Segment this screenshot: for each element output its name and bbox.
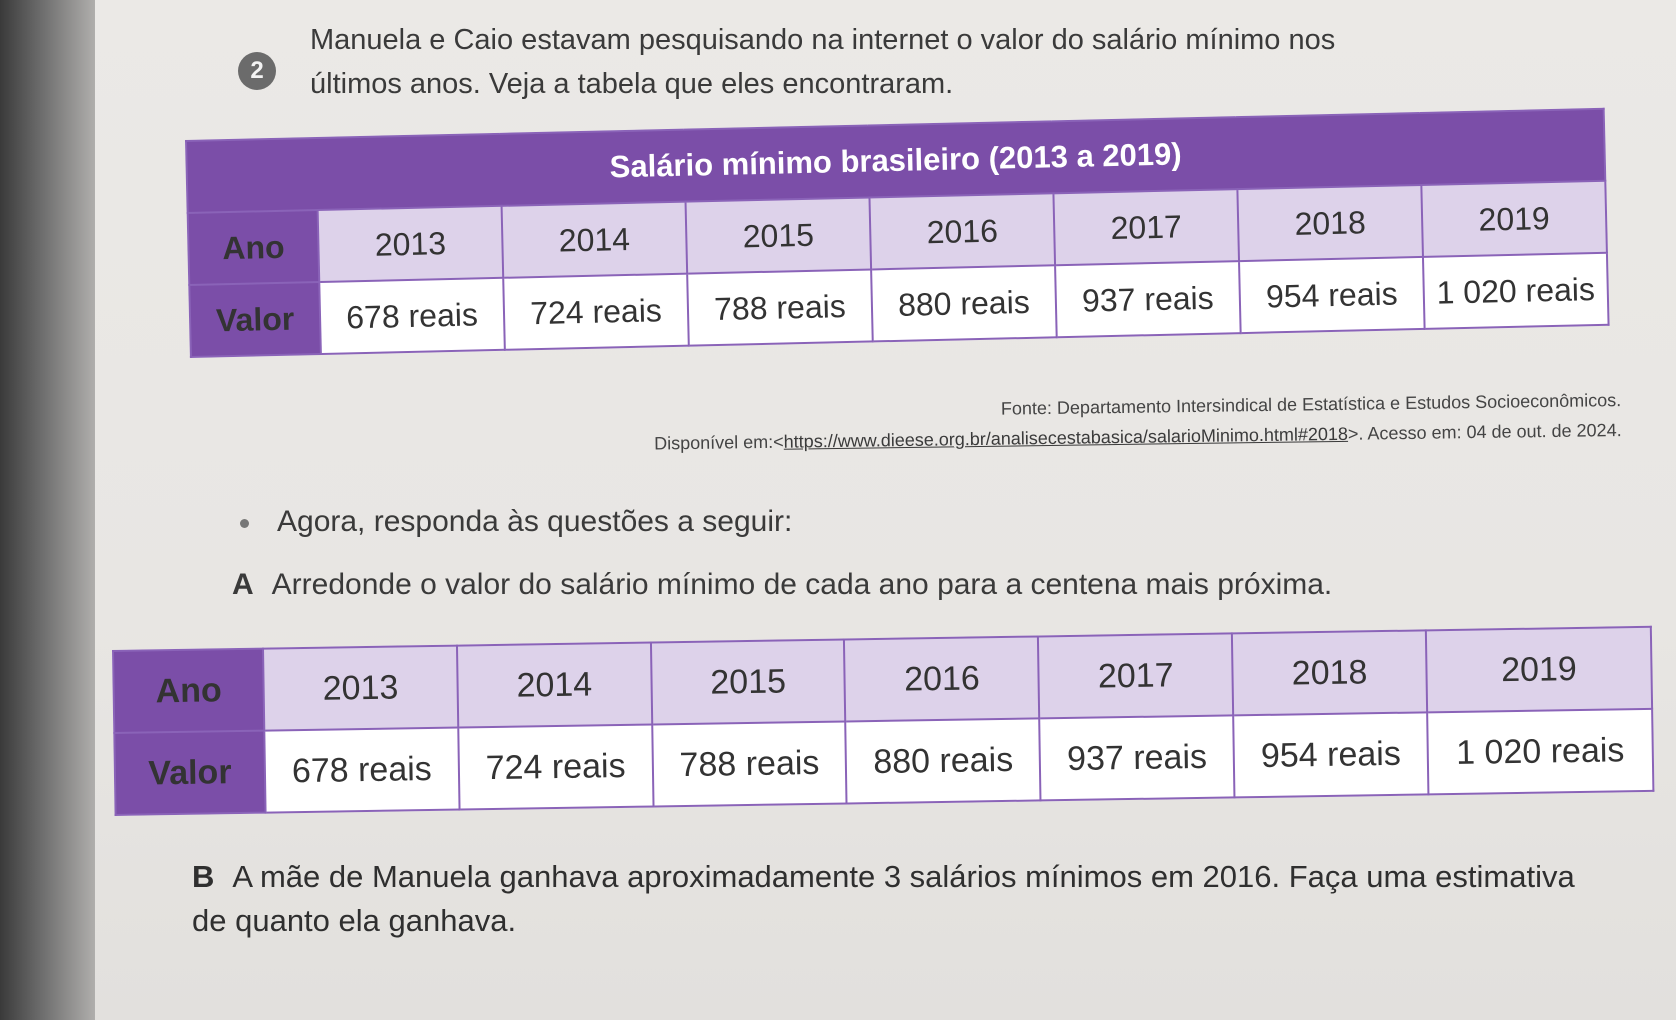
year-cell: 2017 — [1053, 189, 1240, 266]
year-cell: 2016 — [844, 636, 1040, 722]
value-cell: 954 reais — [1233, 712, 1429, 798]
part-a-letter: A — [232, 568, 254, 601]
year-cell: 2018 — [1237, 184, 1423, 262]
part-a-prompt: A Arredonde o valor do salário mínimo de … — [232, 568, 1332, 602]
year-cell: 2015 — [650, 639, 846, 725]
year-cell: 2019 — [1425, 626, 1653, 713]
part-b-letter: B — [192, 859, 215, 894]
source-prefix: Disponível em:< — [654, 431, 784, 454]
value-cell: 937 reais — [1039, 715, 1235, 801]
value-cell: 880 reais — [871, 265, 1057, 342]
row-label-value: Valor — [189, 281, 321, 357]
year-cell: 2016 — [869, 193, 1056, 270]
salary-table-source: Salário mínimo brasileiro (2013 a 2019) … — [185, 107, 1610, 358]
value-cell: 788 reais — [687, 269, 873, 346]
value-cell: 954 reais — [1239, 256, 1425, 334]
salary-table-exercise: Ano 2013 2014 2015 2016 2017 2018 2019 V… — [112, 625, 1655, 816]
year-cell: 2019 — [1421, 180, 1607, 257]
row-label-year: Ano — [187, 210, 320, 285]
year-cell: 2018 — [1232, 630, 1428, 716]
value-cell: 678 reais — [319, 277, 505, 354]
row-label-value: Valor — [114, 730, 266, 815]
value-cell: 937 reais — [1055, 261, 1241, 338]
year-cell: 2013 — [317, 205, 504, 282]
source-suffix: >. Acesso em: 04 de out. de 2024. — [1347, 419, 1622, 444]
year-cell: 2015 — [685, 197, 872, 274]
question-number-badge: 2 — [238, 52, 276, 90]
value-cell: 724 reais — [503, 273, 689, 350]
source-url-link[interactable]: https://www.dieese.org.br/analisecestaba… — [783, 423, 1349, 452]
value-cell: 724 reais — [458, 724, 654, 810]
value-cell: 1 020 reais — [1427, 708, 1654, 795]
value-cell: 678 reais — [264, 727, 460, 813]
row-label-year: Ano — [113, 648, 265, 733]
value-cell: 788 reais — [651, 721, 847, 807]
value-cell: 1 020 reais — [1422, 252, 1609, 329]
year-cell: 2014 — [501, 201, 688, 278]
question-intro: Manuela e Caio estavam pesquisando na in… — [310, 18, 1550, 106]
year-cell: 2013 — [262, 645, 459, 731]
instruction-text: Agora, responda às questões a seguir: — [277, 505, 793, 538]
part-b-text: A mãe de Manuela ganhava aproximadamente… — [192, 859, 1575, 938]
year-cell: 2017 — [1038, 633, 1234, 719]
intro-line-2: últimos anos. Veja a tabela que eles enc… — [310, 68, 954, 100]
part-a-text: Arredonde o valor do salário mínimo de c… — [271, 568, 1333, 601]
year-cell: 2014 — [456, 642, 652, 728]
intro-line-1: Manuela e Caio estavam pesquisando na in… — [310, 24, 1336, 56]
bullet-icon — [240, 518, 249, 528]
instruction-bullet: Agora, responda às questões a seguir: — [240, 505, 792, 539]
value-cell: 880 reais — [845, 718, 1041, 804]
